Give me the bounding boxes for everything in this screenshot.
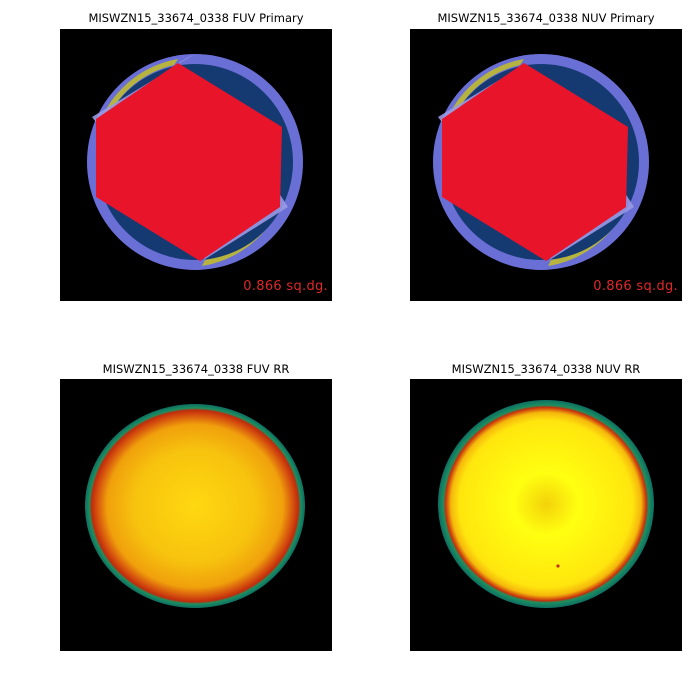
rr-hot-spot [556,564,560,568]
primary-hexagon [442,63,628,261]
rr-disk [85,404,305,608]
fuv-primary-area-label: 0.866 sq.dg. [243,279,328,294]
nuv-rr-image [438,400,654,608]
fuv-primary-image [87,54,303,270]
nuv-primary-area-label: 0.866 sq.dg. [593,279,678,294]
fuv-rr-title: MISWZN15_33674_0338 FUV RR [102,362,290,376]
fuv-primary-title: MISWZN15_33674_0338 FUV Primary [88,11,304,25]
fuv-rr-panel [60,379,332,651]
nuv-primary-title: MISWZN15_33674_0338 NUV Primary [437,11,655,25]
nuv-primary-image [433,54,649,270]
nuv-primary-panel: 0.866 sq.dg. [410,29,682,301]
rr-disk [438,400,654,608]
fuv-rr-image [85,404,305,608]
nuv-rr-title: MISWZN15_33674_0338 NUV RR [451,362,641,376]
nuv-rr-panel [410,379,682,651]
fuv-primary-panel: 0.866 sq.dg. [60,29,332,301]
primary-hexagon [96,63,282,261]
